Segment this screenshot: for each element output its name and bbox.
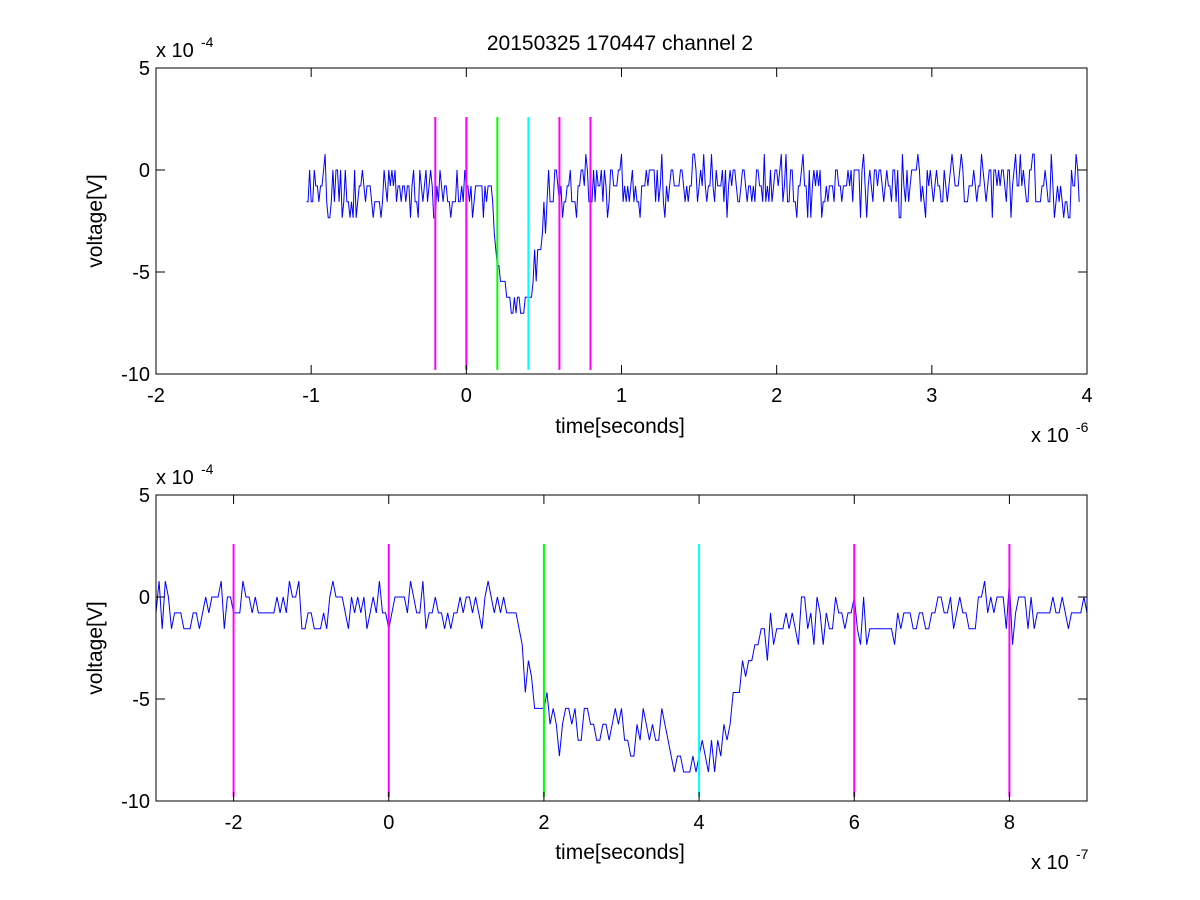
top-x-multiplier-exp: -6 bbox=[1076, 419, 1089, 435]
bottom-x-tick-label: 4 bbox=[694, 812, 705, 834]
top-x-tick-label: 3 bbox=[926, 385, 937, 407]
bottom-y-tick-label: 0 bbox=[139, 587, 150, 609]
top-axes-frame bbox=[155, 67, 1088, 375]
bottom-signal-trace-0 bbox=[155, 581, 1088, 773]
top-x-tick-label: 4 bbox=[1081, 385, 1092, 407]
bottom-y-multiplier-exp: -4 bbox=[201, 461, 214, 477]
bottom-y-multiplier: x 10 -4 bbox=[156, 461, 214, 489]
top-axis-ticks: -2 -1 0 1 2 3 450-5-10 bbox=[121, 58, 1092, 407]
top-x-tick-label: -2 bbox=[147, 385, 165, 407]
top-x-axis-label: time[seconds] bbox=[555, 415, 685, 438]
top-subplot: -2 -1 0 1 2 3 450-5-10 time[seconds] voltage[V… bbox=[84, 34, 1093, 447]
bottom-x-multiplier: x 10 -7 bbox=[1031, 846, 1089, 874]
top-signal-trace-0 bbox=[306, 153, 1080, 314]
top-y-tick-label: 5 bbox=[139, 58, 150, 80]
bottom-axes-frame bbox=[155, 494, 1088, 802]
top-x-multiplier: x 10 -6 bbox=[1031, 419, 1089, 447]
bottom-y-tick-label: -10 bbox=[121, 791, 150, 813]
bottom-y-multiplier-base: x 10 bbox=[156, 467, 194, 489]
top-x-tick-label: 0 bbox=[461, 385, 472, 407]
bottom-y-axis-label: voltage[V] bbox=[84, 601, 107, 694]
top-y-multiplier-exp: -4 bbox=[201, 34, 214, 50]
top-x-tick-label: 1 bbox=[616, 385, 627, 407]
top-x-multiplier-base: x 10 bbox=[1031, 425, 1069, 447]
top-y-multiplier: x 10 -4 bbox=[156, 34, 214, 62]
bottom-x-multiplier-exp: -7 bbox=[1076, 846, 1089, 862]
top-x-tick-label: -1 bbox=[302, 385, 320, 407]
bottom-x-tick-label: -2 bbox=[225, 812, 243, 834]
bottom-x-tick-label: 6 bbox=[849, 812, 860, 834]
bottom-axis-ticks: -2 0 2 4 6 8 5 0 -5 -10 bbox=[121, 485, 1087, 834]
top-y-tick-label: -5 bbox=[132, 262, 150, 284]
bottom-y-tick-label: 5 bbox=[139, 485, 150, 507]
bottom-x-tick-label: 8 bbox=[1004, 812, 1015, 834]
bottom-x-tick-label: 2 bbox=[538, 812, 549, 834]
top-y-tick-label: 0 bbox=[139, 160, 150, 182]
bottom-x-axis-label: time[seconds] bbox=[555, 841, 685, 864]
top-y-tick-label: -10 bbox=[121, 364, 150, 386]
top-x-tick-label: 2 bbox=[771, 385, 782, 407]
bottom-x-multiplier-base: x 10 bbox=[1031, 852, 1069, 874]
bottom-y-tick-label: -5 bbox=[132, 689, 150, 711]
top-plot-marks bbox=[306, 116, 1080, 370]
figure-title: 20150325 170447 channel 2 bbox=[487, 32, 753, 55]
bottom-x-tick-label: 0 bbox=[383, 812, 394, 834]
top-y-axis-label: voltage[V] bbox=[84, 174, 107, 267]
top-y-multiplier-base: x 10 bbox=[156, 40, 194, 62]
bottom-subplot: -2 0 2 4 6 850-5-10 time[seconds] voltage[V] … bbox=[84, 461, 1089, 874]
bottom-plot-marks bbox=[155, 543, 1088, 797]
